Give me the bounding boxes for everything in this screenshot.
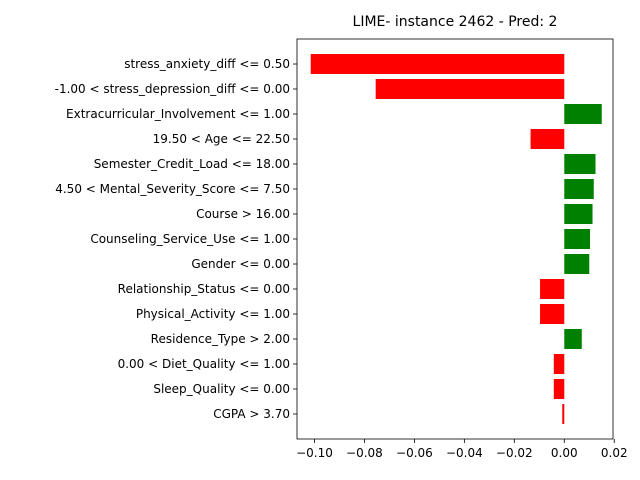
bar-12 (553, 354, 565, 374)
y-tick-label-12: 0.00 < Diet_Quality <= 1.00 (118, 357, 290, 371)
bar-1 (375, 79, 565, 99)
x-tick-label-6: 0.02 (601, 446, 628, 460)
y-tick-label-5: 4.50 < Mental_Severity_Score <= 7.50 (55, 182, 290, 196)
x-ticks: −0.10 −0.08 −0.06 −0.04 −0.02 0.00 0.02 (296, 439, 628, 460)
plot-frame (296, 38, 614, 440)
bar-0 (310, 54, 565, 74)
y-tick-label-6: Course > 16.00 (196, 207, 290, 221)
x-tick-label-5: 0.00 (551, 446, 578, 460)
chart-title: LIME- instance 2462 - Pred: 2 (353, 14, 558, 30)
bar-8 (564, 254, 590, 274)
y-tick-label-2: Extracurricular_Involvement <= 1.00 (66, 107, 290, 121)
x-tick-label-1: −0.08 (346, 446, 383, 460)
bar-9 (540, 279, 565, 299)
x-tick-label-4: −0.02 (496, 446, 533, 460)
y-tick-label-8: Gender <= 0.00 (191, 257, 290, 271)
y-tick-label-4: Semester_Credit_Load <= 18.00 (94, 157, 290, 171)
y-tick-labels: stress_anxiety_diff <= 0.50 -1.00 < stres… (55, 57, 297, 421)
y-tick-label-1: -1.00 < stress_depression_diff <= 0.00 (55, 82, 290, 96)
y-tick-label-13: Sleep_Quality <= 0.00 (153, 382, 290, 396)
x-tick-label-3: −0.04 (446, 446, 483, 460)
bar-11 (564, 329, 582, 349)
bar-4 (564, 154, 596, 174)
y-tick-label-3: 19.50 < Age <= 22.50 (153, 132, 290, 146)
bars-group (310, 54, 602, 424)
y-tick-label-9: Relationship_Status <= 0.00 (118, 282, 290, 296)
y-tick-label-7: Counseling_Service_Use <= 1.00 (90, 232, 290, 246)
y-tick-label-14: CGPA > 3.70 (213, 407, 290, 421)
bar-5 (564, 179, 594, 199)
bar-3 (530, 129, 565, 149)
bar-13 (553, 379, 565, 399)
bar-14 (562, 404, 565, 424)
bar-10 (540, 304, 565, 324)
x-tick-label-0: −0.10 (296, 446, 333, 460)
bar-7 (564, 229, 591, 249)
bar-2 (564, 104, 602, 124)
y-tick-label-10: Physical_Activity <= 1.00 (136, 307, 290, 321)
x-tick-label-2: −0.06 (396, 446, 433, 460)
y-tick-label-0: stress_anxiety_diff <= 0.50 (124, 57, 290, 71)
bar-6 (564, 204, 593, 224)
y-tick-label-11: Residence_Type > 2.00 (151, 332, 290, 346)
